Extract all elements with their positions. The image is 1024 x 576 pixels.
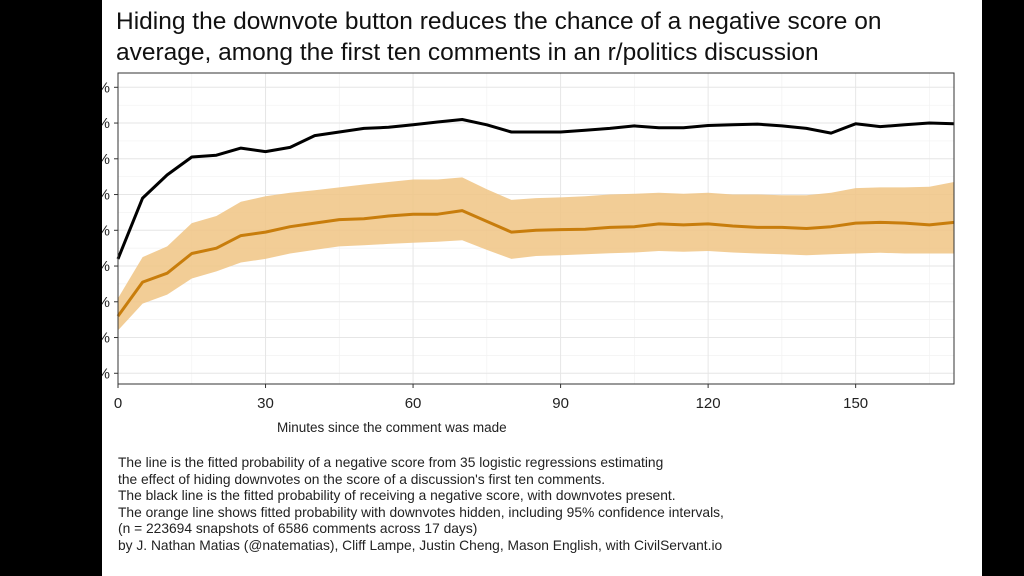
y-tick-label: 0% [102,365,110,382]
y-tick-label: 4% [102,222,110,239]
series-line-downvotes-hidden [116,209,955,317]
y-tick-label: 8% [102,79,110,96]
y-tick-label: 1% [102,330,110,347]
caption-line: The orange line shows fitted probability… [118,504,724,520]
plot-border [117,72,955,385]
series-line-downvotes-present [116,118,955,260]
x-tick-label: 60 [405,395,422,412]
caption-line: The black line is the fitted probability… [118,488,676,504]
line-chart: 0% 1% 2% 3% 4% 5% 6% 7% 8% 0 30 60 90 120 150 Minutes s… [102,72,955,435]
x-tick-label: 90 [552,395,569,412]
confidence-band [118,177,954,331]
caption-line: by J. Nathan Matias (@natematias), Cliff… [118,537,723,553]
y-tick-label: 7% [102,115,110,132]
chart-caption: The line is the fitted probability of a … [118,455,978,555]
caption-line: the effect of hiding downvotes on the sc… [118,471,606,487]
caption-line: The line is the fitted probability of a … [118,455,664,470]
y-tick-label: 5% [102,187,110,204]
chart-title: Hiding the downvote button reduces the c… [116,8,882,66]
y-tick-label: 2% [102,294,110,311]
y-tick-label: 6% [102,151,110,168]
chart-card: Hiding the downvote button reduces the c… [102,0,982,576]
x-tick-label: 120 [696,395,721,412]
y-tick-label: 3% [102,258,110,275]
x-axis-title: Minutes since the comment was made [277,420,507,435]
x-tick-label: 150 [843,395,868,412]
x-tick-label: 30 [257,395,274,412]
x-tick-label: 0 [114,395,122,412]
caption-line: (n = 223694 snapshots of 6586 comments a… [118,521,478,537]
